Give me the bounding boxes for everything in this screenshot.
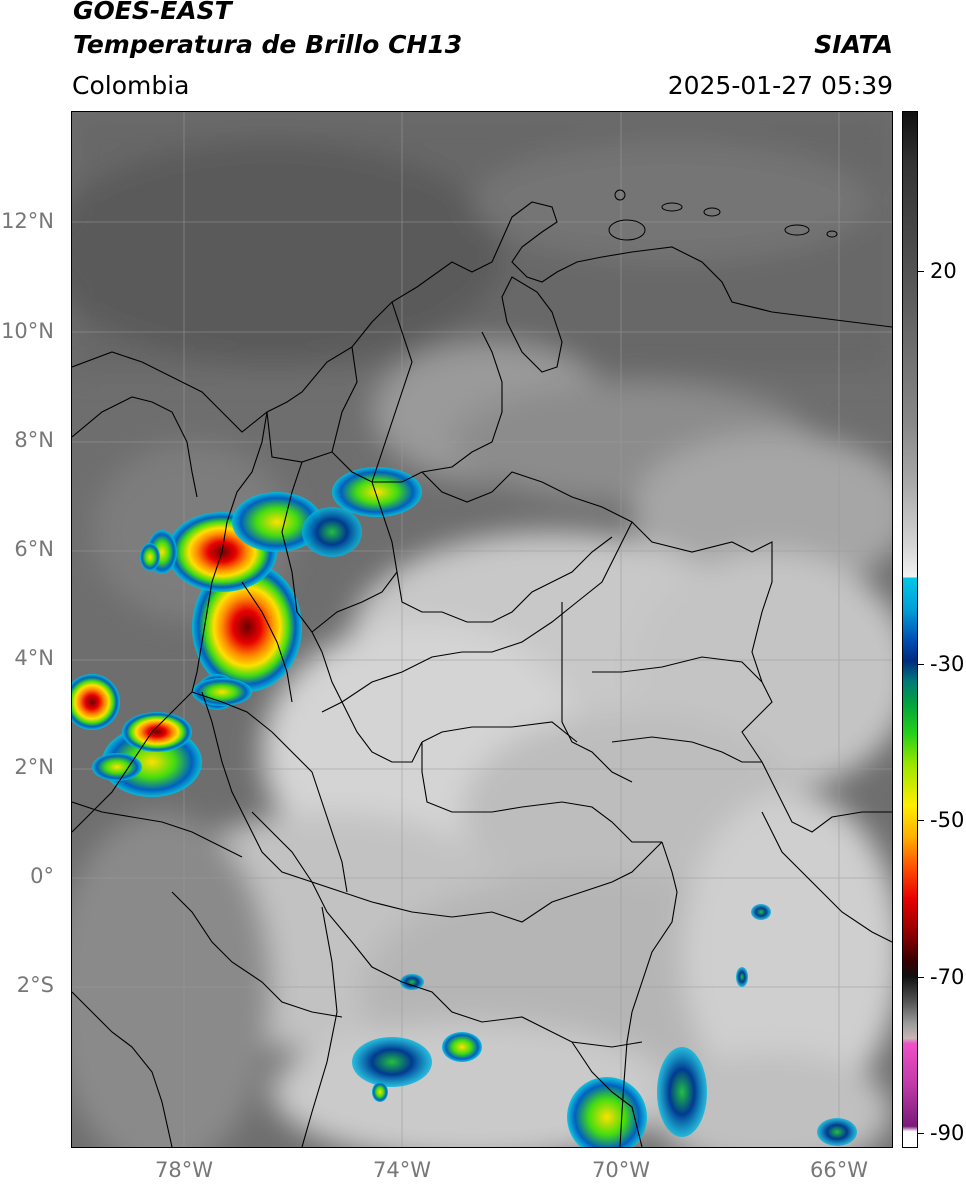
colorbar-label-minus90: -90 [930,1121,965,1145]
lon-label-66w: 66°W [810,1158,868,1182]
colorbar-tick [918,1133,924,1134]
region-label: Colombia [72,71,190,100]
colorbar-label-minus70: -70 [930,965,965,989]
islands [608,189,838,241]
boundaries [72,201,892,1147]
map-canvas [72,112,892,1147]
datetime-label: 2025-01-27 05:39 [667,71,893,100]
satellite-title: GOES-EAST [73,0,232,25]
lat-label-4n: 4°N [14,646,54,670]
colorbar-tick [918,820,924,821]
colorbar-tick [918,664,924,665]
lat-label-2n: 2°N [14,755,54,779]
colorbar-tick [918,271,924,272]
lon-label-74w: 74°W [373,1158,431,1182]
lon-label-78w: 78°W [155,1158,213,1182]
colorbar-label-20: 20 [930,259,957,283]
lat-label-10n: 10°N [1,319,54,343]
source-brand: SIATA [814,30,893,59]
lat-label-6n: 6°N [14,537,54,561]
cloud-layer [72,112,892,1147]
lat-label-8n: 8°N [14,428,54,452]
lat-label-0: 0° [30,864,54,888]
colorbar-tick [918,977,924,978]
satellite-map[interactable] [71,111,893,1148]
colorbar-label-minus50: -50 [930,808,965,832]
lat-label-2s: 2°S [16,973,54,997]
convective-cells [72,467,857,1147]
colorbar-label-minus30: -30 [930,652,965,676]
colorbar [902,111,918,1148]
graticule [72,112,892,1147]
lon-label-70w: 70°W [592,1158,650,1182]
lat-label-12n: 12°N [1,209,54,233]
product-title: Temperatura de Brillo CH13 [73,30,463,59]
